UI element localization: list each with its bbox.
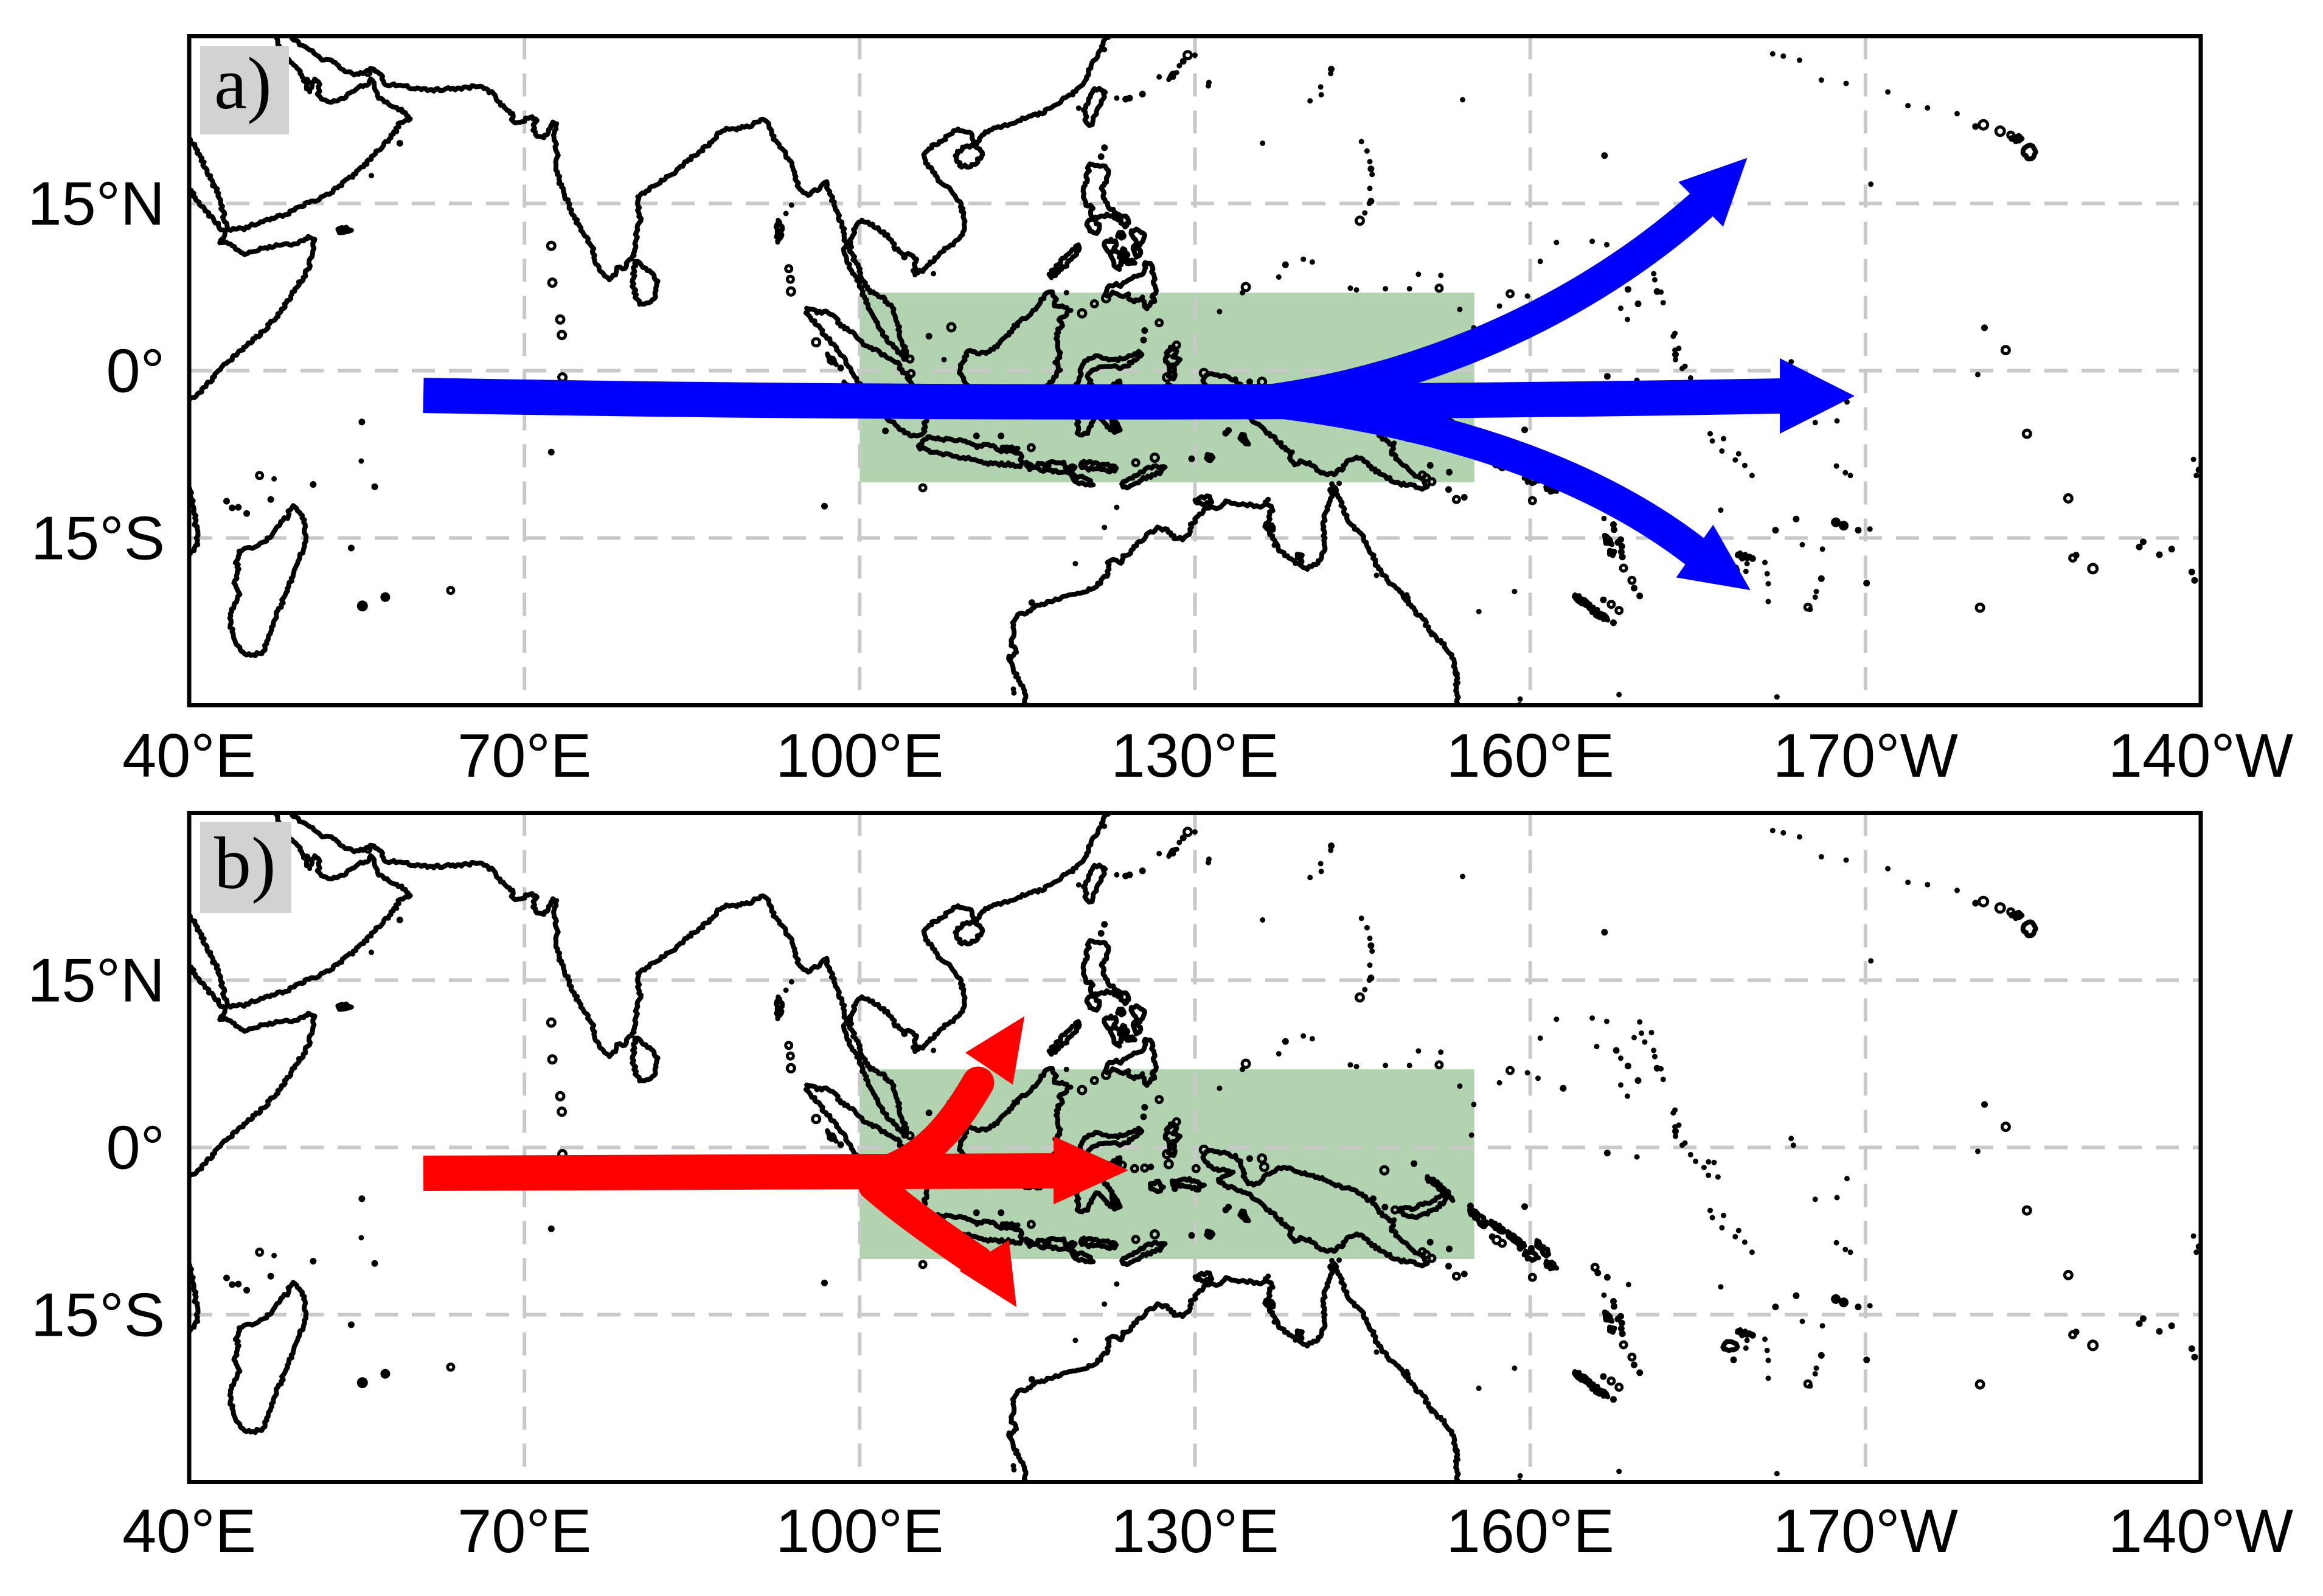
svg-text:40°E: 40°E <box>122 722 256 790</box>
svg-text:70°E: 70°E <box>457 722 591 790</box>
svg-text:140°W: 140°W <box>2108 722 2293 790</box>
svg-text:15°N: 15°N <box>27 170 165 238</box>
svg-text:15°S: 15°S <box>31 505 165 573</box>
svg-text:160°E: 160°E <box>1446 722 1614 790</box>
svg-text:160°E: 160°E <box>1446 1497 1614 1566</box>
svg-text:15°S: 15°S <box>31 1282 165 1350</box>
svg-text:170°W: 170°W <box>1773 722 1958 790</box>
svg-text:40°E: 40°E <box>122 1497 256 1566</box>
svg-text:0°: 0° <box>106 338 165 406</box>
svg-text:130°E: 130°E <box>1111 722 1279 790</box>
svg-text:130°E: 130°E <box>1111 1497 1279 1566</box>
svg-text:0°: 0° <box>106 1114 165 1182</box>
svg-text:a): a) <box>214 43 272 125</box>
svg-text:140°W: 140°W <box>2108 1497 2293 1566</box>
svg-text:100°E: 100°E <box>776 1497 943 1566</box>
svg-text:15°N: 15°N <box>27 947 165 1015</box>
svg-text:b): b) <box>214 822 276 904</box>
svg-text:170°W: 170°W <box>1773 1497 1958 1566</box>
svg-text:70°E: 70°E <box>457 1497 591 1566</box>
svg-text:100°E: 100°E <box>776 722 943 790</box>
